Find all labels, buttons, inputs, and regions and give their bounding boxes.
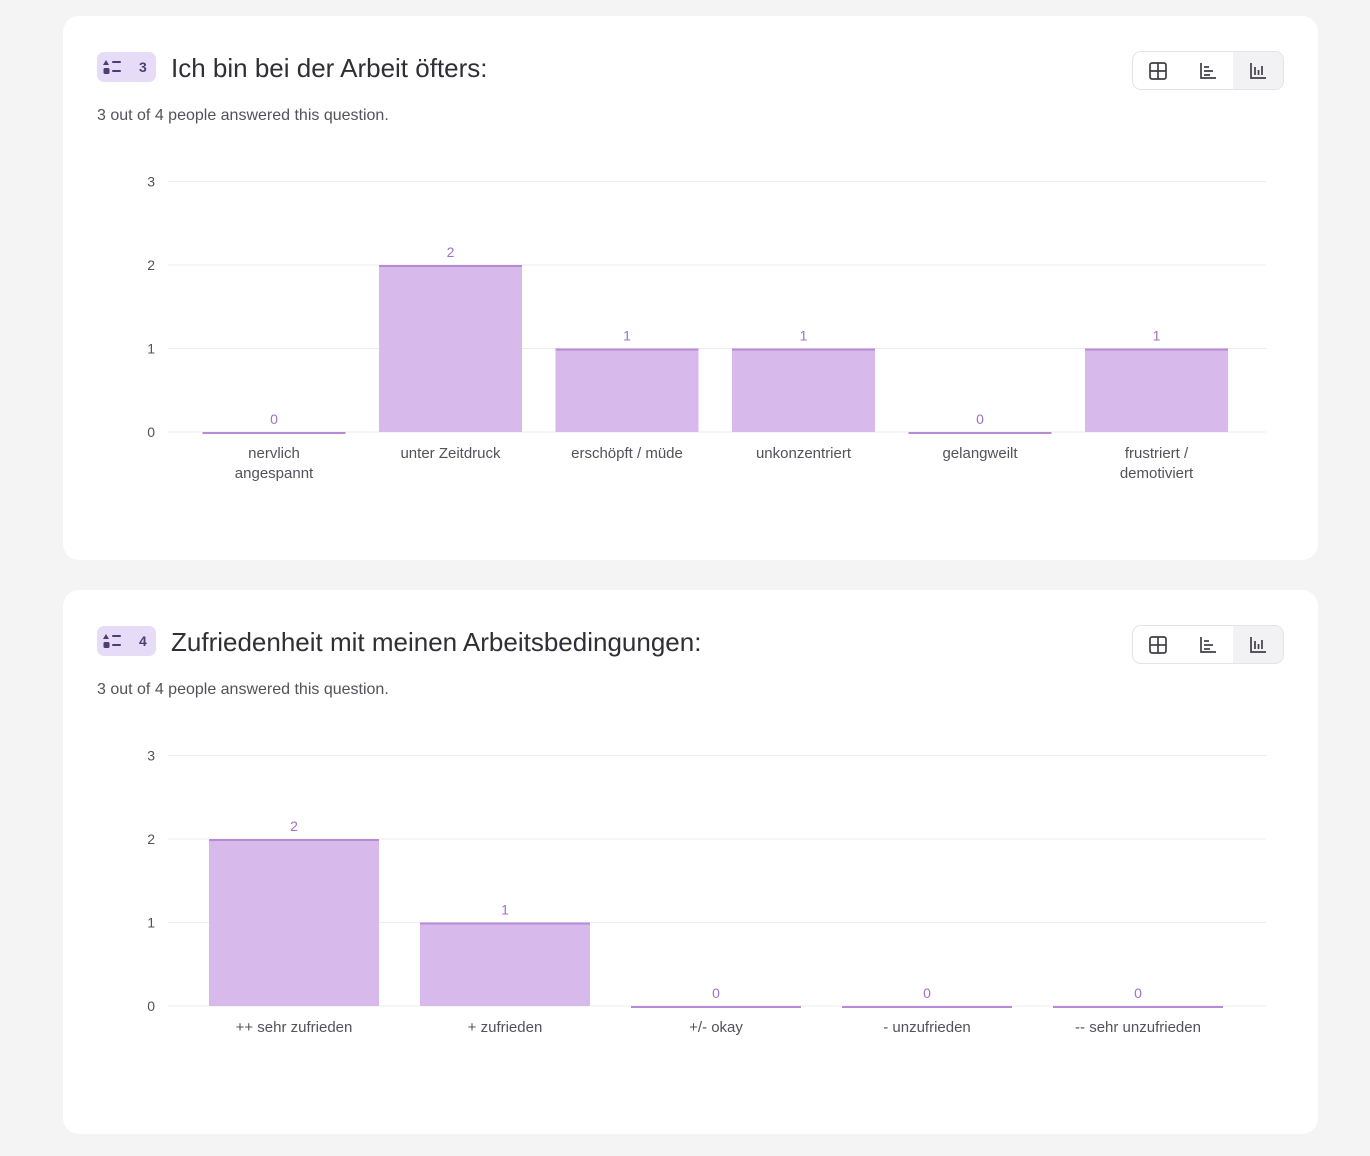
y-tick-label: 0	[147, 424, 155, 440]
bar-chart: 0 1 2 3 0 nervlich angespannt 2 unter Zeitdruck 1…	[147, 174, 1266, 482]
x-tick-label: angespannt	[235, 465, 314, 482]
answered-count: 3 out of 4 people answered this question…	[97, 107, 389, 124]
x-tick-label: - unzufrieden	[883, 1019, 971, 1036]
bar-chart: 0 1 2 3 2 ++ sehr zufrieden 1 + zufrieden 0 +/- o…	[147, 748, 1266, 1036]
y-tick-label: 0	[147, 998, 155, 1014]
x-tick-label: +/- okay	[689, 1019, 743, 1036]
x-tick-label: erschöpft / müde	[571, 445, 683, 462]
y-tick-label: 1	[147, 915, 155, 931]
vertical-bar-chart-icon	[1250, 62, 1266, 79]
grid-icon	[1149, 635, 1167, 654]
grid-icon	[1149, 61, 1167, 80]
x-tick-label: unter Zeitdruck	[400, 445, 501, 462]
x-tick-label: unkonzentriert	[756, 445, 852, 462]
multiple-choice-icon	[103, 634, 121, 648]
horizontal-bar-chart-icon	[1200, 62, 1216, 79]
x-tick-label: demotiviert	[1120, 465, 1194, 482]
data-label: 2	[447, 244, 455, 260]
y-tick-label: 2	[147, 831, 155, 847]
data-label: 0	[1134, 985, 1142, 1001]
view-toggle	[1132, 51, 1284, 90]
bar	[1085, 348, 1228, 432]
data-label: 0	[976, 411, 984, 427]
question-number: 4	[139, 633, 147, 649]
data-label: 1	[800, 328, 808, 344]
bar	[420, 922, 590, 1006]
vertical-bar-chart-icon	[1250, 636, 1266, 653]
bar	[379, 265, 522, 432]
x-tick-label: gelangweilt	[942, 445, 1018, 462]
table-view-button[interactable]	[1133, 52, 1183, 89]
question-badge: 4	[97, 626, 156, 656]
multiple-choice-icon	[103, 60, 121, 74]
bar	[209, 839, 379, 1006]
horizontal-bar-view-button[interactable]	[1183, 52, 1233, 89]
question-card: 3 Ich bin bei der Arbeit öfters: 3 out o…	[63, 16, 1318, 560]
question-title: Zufriedenheit mit meinen Arbeitsbedingun…	[171, 627, 702, 657]
horizontal-bar-chart-icon	[1200, 636, 1216, 653]
question-number: 3	[139, 59, 147, 75]
x-tick-label: -- sehr unzufrieden	[1075, 1019, 1201, 1036]
x-tick-label: ++ sehr zufrieden	[236, 1019, 353, 1036]
table-view-button[interactable]	[1133, 626, 1183, 663]
x-tick-label: frustriert /	[1125, 445, 1189, 462]
question-card: 4 Zufriedenheit mit meinen Arbeitsbeding…	[63, 590, 1318, 1134]
view-toggle	[1132, 625, 1284, 664]
bar	[732, 348, 875, 432]
question-title: Ich bin bei der Arbeit öfters:	[171, 53, 488, 83]
data-label: 1	[623, 328, 631, 344]
question-badge: 3	[97, 52, 156, 82]
data-label: 1	[501, 902, 509, 918]
vertical-bar-view-button[interactable]	[1233, 626, 1283, 663]
data-label: 0	[712, 985, 720, 1001]
bar	[555, 348, 699, 432]
y-tick-label: 3	[147, 174, 155, 190]
data-label: 0	[270, 411, 278, 427]
answered-count: 3 out of 4 people answered this question…	[97, 681, 389, 698]
horizontal-bar-view-button[interactable]	[1183, 626, 1233, 663]
y-tick-label: 1	[147, 341, 155, 357]
y-tick-label: 3	[147, 748, 155, 764]
vertical-bar-view-button[interactable]	[1233, 52, 1283, 89]
data-label: 1	[1153, 328, 1161, 344]
data-label: 0	[923, 985, 931, 1001]
x-tick-label: nervlich	[248, 445, 300, 462]
data-label: 2	[290, 818, 298, 834]
x-tick-label: + zufrieden	[468, 1019, 543, 1036]
y-tick-label: 2	[147, 257, 155, 273]
